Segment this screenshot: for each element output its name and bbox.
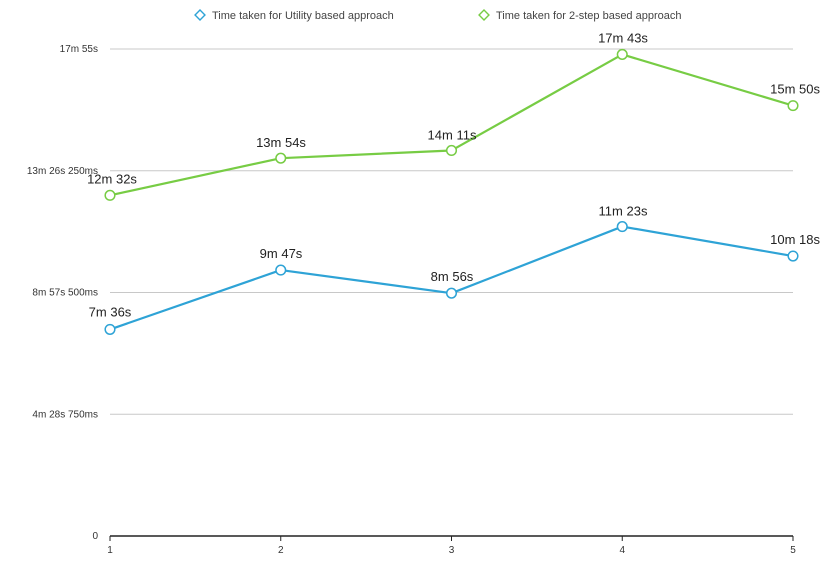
y-tick-label: 0 [92,531,98,542]
grid [110,48,793,415]
x-tick-label: 1 [107,545,113,556]
data-label: 14m 11s [428,127,477,142]
data-point[interactable] [787,100,799,112]
data-labels: 7m 36s 9m 47s 8m 56s 11m 23s 10m 18s 12m 32s 1… [87,30,820,319]
legend-item: Time taken for 2-step based approach [478,9,681,22]
y-tick-label: 8m 57s 500ms [32,288,98,299]
data-point[interactable] [445,144,458,157]
legend-marker-icon [478,9,490,21]
data-label: 10m 18s [770,232,820,247]
data-label: 7m 36s [89,304,132,319]
legend: Time taken for Utility based approach Tim… [194,9,681,22]
legend-label: Time taken for 2-step based approach [496,10,681,22]
x-tick-label: 2 [278,545,284,556]
data-label: 11m 23s [599,204,648,219]
data-point[interactable] [275,264,287,276]
data-point[interactable] [275,152,287,164]
data-label: 13m 54s [256,135,306,150]
legend-item: Time taken for Utility based approach [194,9,394,22]
data-point[interactable] [787,250,799,262]
data-point[interactable] [616,48,628,60]
data-point[interactable] [616,221,628,233]
data-point[interactable] [104,323,116,335]
data-point[interactable] [104,189,116,201]
data-label: 8m 56s [431,269,474,284]
data-label: 17m 43s [598,30,648,45]
y-tick-label: 13m 26s 250ms [27,166,98,177]
x-tick-label: 4 [619,545,625,556]
y-tick-label: 4m 28s 750ms [32,409,98,420]
legend-marker-icon [194,9,206,21]
legend-label: Time taken for Utility based approach [212,10,394,22]
x-tick-label: 5 [790,545,796,556]
data-point[interactable] [445,287,458,299]
data-label: 9m 47s [260,246,303,261]
y-tick-label: 17m 55s [60,44,98,55]
series-line [109,53,794,197]
data-label: 12m 32s [87,171,137,186]
x-tick-label: 3 [449,545,455,556]
data-label: 15m 50s [770,82,820,97]
series [104,48,799,335]
